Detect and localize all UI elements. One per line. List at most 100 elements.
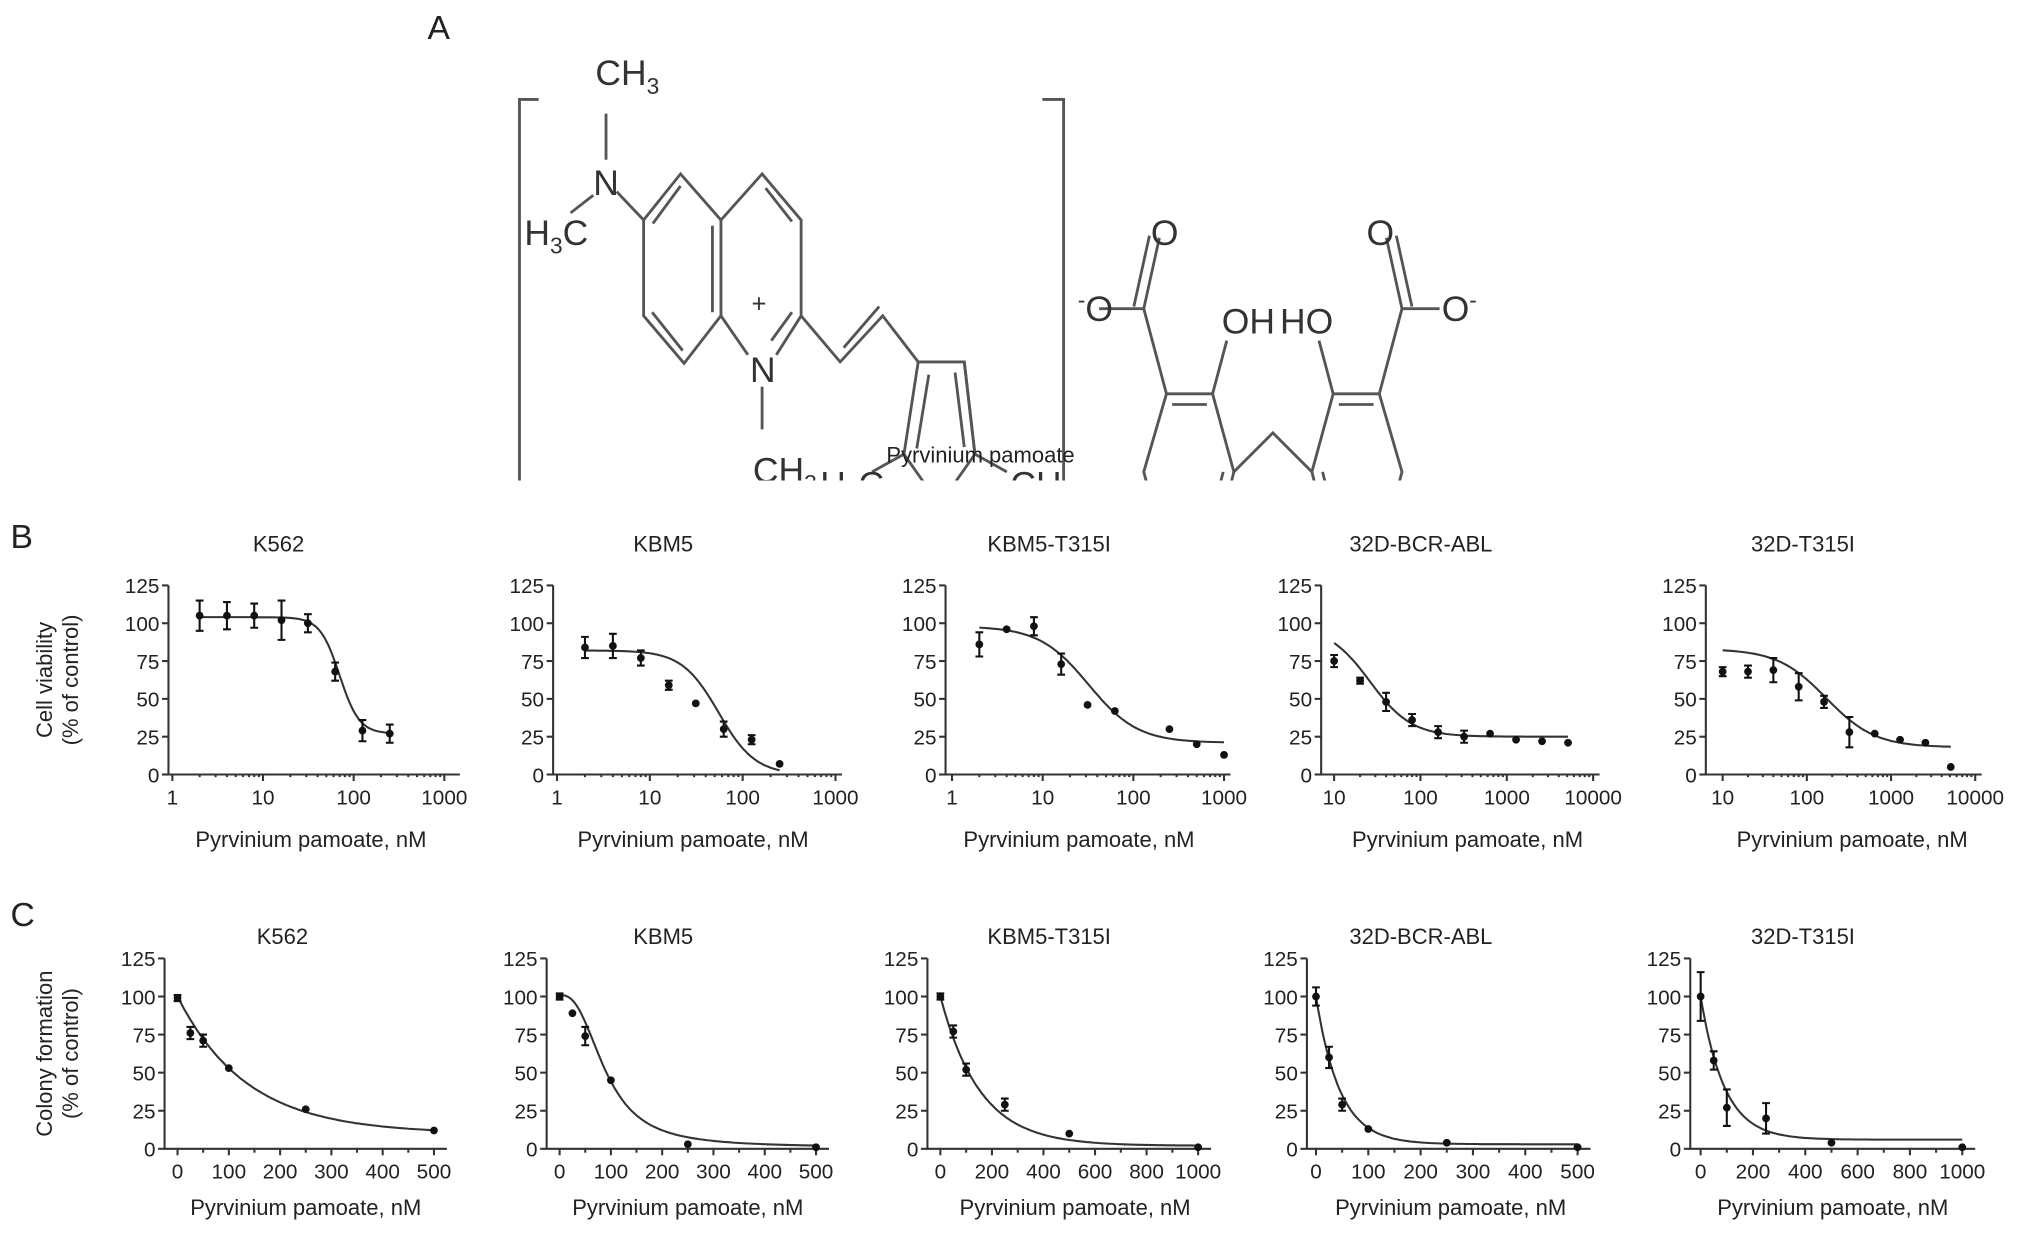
- y-tick-label: 50: [1658, 1062, 1681, 1085]
- x-tick-label: 0: [1695, 1161, 1707, 1184]
- data-point: [568, 1009, 577, 1018]
- data-point: [1338, 1100, 1347, 1109]
- x-tick-label: 1: [551, 786, 563, 809]
- y-tick-label: 125: [125, 575, 160, 598]
- data-point: [1696, 992, 1705, 1001]
- y-tick-label: 125: [121, 948, 156, 971]
- y-tick-label: 75: [1658, 1024, 1681, 1047]
- data-point: [1312, 992, 1320, 1001]
- atom-ch3-pyrrole: CH3: [1010, 465, 1074, 511]
- data-point: [1364, 1125, 1373, 1133]
- data-point: [358, 726, 367, 735]
- x-tick-label: 400: [365, 1161, 400, 1184]
- chart-title: 32D-T315I: [1751, 924, 1855, 949]
- y-axis-label: Colony formation: [32, 970, 57, 1136]
- panel-letter-a: A: [427, 10, 450, 47]
- fit-curve: [1722, 649, 1951, 748]
- chart-b-k562: 0 25 50 75 100 125 1 10 100 1000 K562 Pyrvinium pam…: [32, 532, 467, 852]
- x-tick-label: 100: [336, 786, 371, 809]
- pyrvinium-cation: CH3 N H3C + N CH3 H3C CH3 N 2: [518, 53, 1074, 511]
- x-tick-label: 1000: [1484, 786, 1530, 809]
- data-point: [1110, 707, 1119, 715]
- y-tick-label: 100: [503, 986, 538, 1009]
- y-tick-label: 50: [1275, 1062, 1298, 1085]
- data-point: [186, 1029, 195, 1037]
- atom-n-dimethyl: N: [593, 163, 619, 203]
- atom-o-minus-left: -O: [1078, 287, 1113, 329]
- x-axis-label: Pyrvinium pamoate, nM: [960, 1195, 1191, 1220]
- x-tick-label: 100: [1403, 786, 1438, 809]
- x-axis-label: Pyrvinium pamoate, nM: [1335, 1195, 1566, 1220]
- y-tick-label: 50: [521, 689, 544, 712]
- atom-o-double-right: O: [1367, 213, 1395, 253]
- y-tick-label: 100: [121, 986, 156, 1009]
- fit-curve: [584, 649, 780, 772]
- fit-curve: [1333, 642, 1569, 738]
- y-tick-label: 25: [913, 726, 936, 749]
- y-tick-label: 0: [533, 764, 545, 787]
- data-point: [1325, 1053, 1333, 1062]
- x-tick-label: 1000: [1201, 786, 1247, 809]
- y-tick-label: 100: [1662, 613, 1697, 636]
- panel-letter-c: C: [10, 897, 34, 934]
- data-point: [1538, 737, 1546, 746]
- y-tick-label: 75: [1289, 651, 1312, 674]
- y-tick-label: 125: [902, 575, 937, 598]
- x-tick-label: 400: [747, 1161, 782, 1184]
- x-tick-label: 10: [1323, 786, 1346, 809]
- data-point: [1820, 698, 1828, 706]
- x-tick-label: 100: [1351, 1161, 1386, 1184]
- data-point: [1083, 701, 1092, 709]
- data-point: [1564, 738, 1572, 747]
- x-tick-label: 1000: [1868, 786, 1914, 809]
- fit-curve: [1314, 996, 1578, 1146]
- y-tick-label: 25: [1289, 726, 1312, 749]
- x-tick-label: 200: [645, 1161, 680, 1184]
- x-tick-label: 300: [696, 1161, 731, 1184]
- y-tick-label: 75: [1674, 651, 1697, 674]
- x-tick-label: 0: [172, 1161, 184, 1184]
- y-x-axes: [926, 958, 1212, 1150]
- x-tick-label: 100: [1116, 786, 1151, 809]
- atom-h3c-left: H3C: [524, 213, 588, 259]
- fit-curve: [939, 996, 1199, 1147]
- y-tick-label: 100: [1263, 986, 1298, 1009]
- data-point: [1722, 1103, 1731, 1112]
- x-axis-label: Pyrvinium pamoate, nM: [1737, 827, 1968, 852]
- y-tick-label: 125: [503, 948, 538, 971]
- data-point: [1512, 735, 1520, 744]
- y-tick-label: 0: [144, 1139, 156, 1162]
- x-tick-label: 600: [1840, 1161, 1875, 1184]
- atom-ho: HO: [1280, 302, 1333, 342]
- data-point: [1192, 740, 1201, 749]
- data-point: [719, 725, 728, 734]
- y-tick-label: 100: [125, 613, 160, 636]
- chart-title: K562: [257, 924, 308, 949]
- x-tick-label: 100: [1790, 786, 1825, 809]
- chart-b-32d-t315i: 0 25 50 75 100 125 10 100 1000 10000 32D-T315I Pyrv…: [1662, 532, 2004, 852]
- data-point: [1718, 667, 1727, 676]
- x-tick-label: 10: [1711, 786, 1734, 809]
- x-tick-label: 10: [638, 786, 661, 809]
- x-tick-label: 200: [1736, 1161, 1771, 1184]
- x-tick-label: 1: [946, 786, 958, 809]
- x-tick-label: 100: [594, 1161, 629, 1184]
- y-tick-label: 125: [509, 575, 544, 598]
- atom-ch3-nmethyl: CH3: [753, 451, 817, 497]
- x-tick-label: 300: [314, 1161, 349, 1184]
- y-tick-label: 25: [132, 1101, 155, 1124]
- y-tick-label: 25: [521, 726, 544, 749]
- chart-c-kbm5-t315i: 0 25 50 75 100 125 0 200 400 600 800 1000 KBM5-T315I…: [884, 924, 1221, 1220]
- data-point: [1744, 667, 1752, 676]
- x-tick-label: 400: [1026, 1161, 1061, 1184]
- x-tick-label: 500: [1560, 1161, 1595, 1184]
- x-tick-label: 10000: [1564, 786, 1622, 809]
- data-point: [1220, 750, 1228, 759]
- fit-curve: [199, 616, 390, 734]
- data-point: [224, 1064, 233, 1072]
- data-point: [1827, 1138, 1836, 1147]
- data-point: [812, 1143, 820, 1152]
- y-tick-label: 100: [1647, 986, 1682, 1009]
